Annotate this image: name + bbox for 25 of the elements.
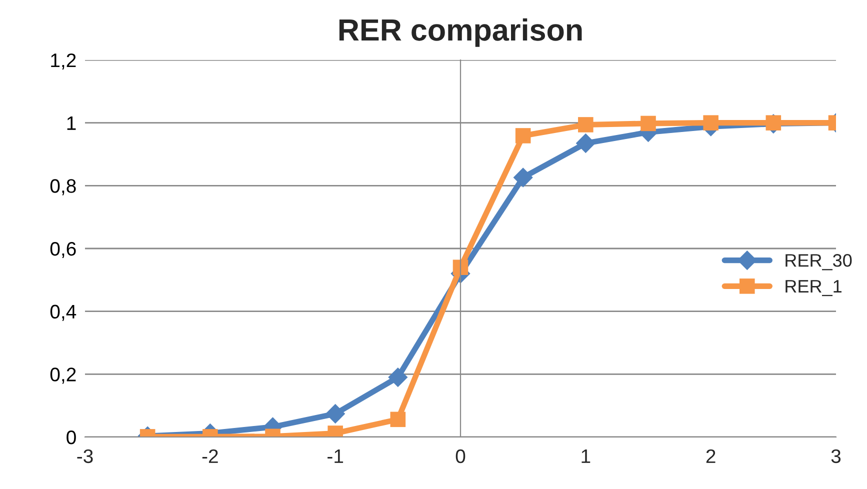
y-tick-label: 0: [66, 430, 76, 444]
point: [578, 117, 594, 132]
legend-label: RER_1: [786, 280, 842, 296]
x-tick-label: 0: [456, 449, 466, 464]
y-tick-label: 1: [67, 116, 76, 130]
point: [766, 115, 782, 130]
point: [513, 168, 533, 188]
x-tick-label: 2: [706, 449, 716, 463]
point: [703, 115, 718, 130]
x-tick-label: 1: [582, 450, 590, 463]
y-tick-label: 0,8: [50, 179, 76, 196]
legend-label: RER_30: [786, 254, 852, 270]
point: [576, 133, 596, 154]
point: [640, 116, 656, 132]
x-tick-label: -1: [328, 450, 344, 463]
x-tick-label: -3: [77, 449, 93, 464]
point: [452, 260, 468, 275]
chart-title: RER comparison: [339, 18, 582, 47]
x-tick-label: -2: [202, 449, 218, 463]
y-tick-label: 0,4: [50, 304, 76, 321]
y-tick-label: 0,6: [50, 242, 76, 258]
y-tick-label: 1,2: [51, 53, 76, 70]
x-tick-label: 3: [831, 449, 841, 464]
point: [515, 128, 531, 144]
y-tick-label: 0,2: [50, 368, 76, 384]
